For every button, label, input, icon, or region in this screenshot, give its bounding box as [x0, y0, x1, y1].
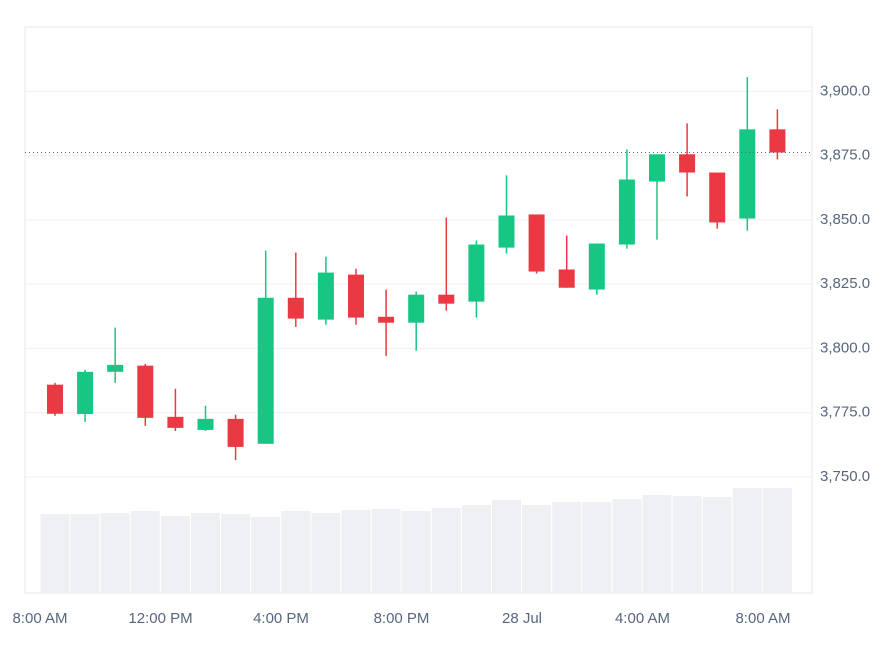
candle-body — [378, 316, 395, 323]
y-tick-label: 3,900.0 — [820, 82, 870, 99]
y-tick-label: 3,825.0 — [820, 275, 870, 292]
candle-body — [167, 416, 184, 428]
volume-bar — [401, 511, 431, 593]
y-tick-label: 3,875.0 — [820, 147, 870, 164]
candle-body — [438, 294, 455, 304]
candle-body — [769, 129, 786, 153]
volume-bar — [612, 499, 642, 593]
volume-bar — [160, 516, 190, 593]
volume-bar — [582, 502, 612, 593]
candle-body — [649, 154, 665, 182]
volume-bar — [672, 496, 702, 593]
volume-bar — [311, 513, 341, 593]
volume-bar — [221, 514, 251, 593]
candle-body — [528, 214, 545, 272]
candle-body — [317, 272, 334, 320]
x-tick-label: 4:00 AM — [615, 610, 670, 627]
candle-body — [197, 418, 214, 430]
volume-bar — [341, 510, 371, 593]
candle-body — [257, 297, 274, 444]
x-tick-label: 4:00 PM — [253, 610, 309, 627]
y-tick-label: 3,800.0 — [820, 339, 870, 356]
candle-body — [558, 269, 575, 288]
x-tick-label: 8:00 PM — [374, 610, 430, 627]
volume-bar — [522, 505, 552, 593]
candle-body — [709, 172, 726, 223]
volume-bar — [281, 511, 311, 593]
candle-body — [137, 365, 154, 418]
volume-bar — [492, 500, 521, 593]
candle-body — [588, 243, 605, 290]
candle-body — [348, 274, 364, 318]
x-tick-label: 8:00 AM — [735, 610, 790, 627]
candle-body — [77, 371, 94, 414]
volume-bar — [431, 508, 461, 593]
volume-bar — [371, 509, 401, 593]
candle-body — [679, 154, 696, 173]
candle-body — [739, 129, 756, 219]
volume-bar — [70, 514, 100, 593]
volume-bar — [100, 513, 130, 593]
candle-body — [618, 179, 635, 245]
volume-bar — [130, 511, 160, 593]
volume-bar — [702, 497, 732, 593]
candle-body — [107, 364, 124, 372]
volume-bar — [40, 514, 70, 593]
volume-bar — [461, 505, 491, 593]
candle-body — [287, 297, 304, 319]
volume-bar — [642, 495, 672, 593]
volume-bar — [732, 488, 762, 593]
x-tick-label: 28 Jul — [502, 610, 542, 627]
volume-bar — [191, 513, 220, 593]
volume-bar — [251, 517, 281, 593]
candle-body — [468, 244, 485, 302]
x-tick-label: 12:00 PM — [128, 610, 192, 627]
volume-bar — [762, 488, 792, 593]
candle-body — [227, 418, 244, 447]
y-tick-label: 3,750.0 — [820, 468, 870, 485]
y-tick-label: 3,775.0 — [820, 404, 870, 421]
x-tick-label: 8:00 AM — [12, 610, 67, 627]
y-tick-label: 3,850.0 — [820, 211, 870, 228]
candle-body — [47, 384, 63, 414]
volume-bar — [552, 502, 582, 593]
candle-body — [498, 215, 515, 248]
candle-body — [408, 294, 425, 323]
